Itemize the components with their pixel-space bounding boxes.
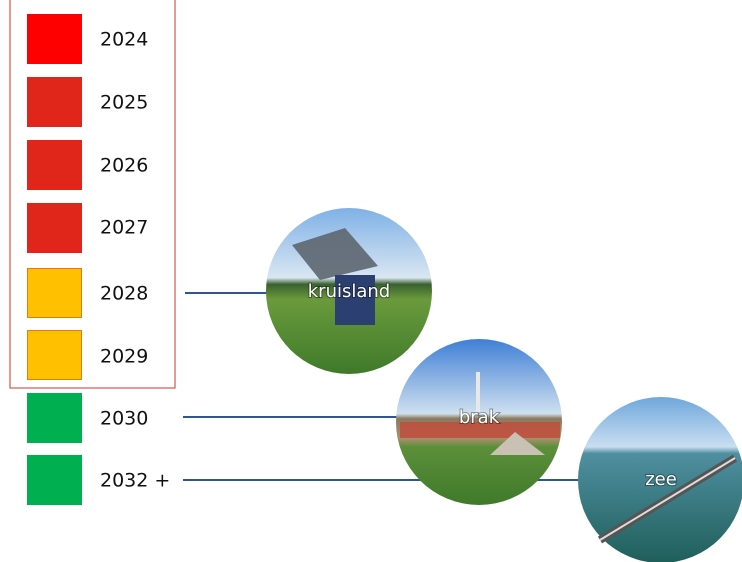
- year-label: 2025: [100, 92, 148, 114]
- year-label: 2029: [100, 346, 148, 368]
- year-swatch: [27, 455, 82, 505]
- year-swatch: [27, 393, 82, 443]
- diagram: 2024 2025 2026 2027 2028 2029 2030 2032 …: [0, 0, 742, 562]
- year-swatch: [27, 203, 82, 253]
- year-label: 2032 +: [100, 470, 170, 492]
- year-swatch: [27, 77, 82, 127]
- year-label: 2026: [100, 155, 148, 177]
- year-swatch: [28, 331, 82, 380]
- year-swatch: [27, 140, 82, 190]
- year-swatch: [28, 269, 82, 318]
- year-label: 2030: [100, 408, 148, 430]
- site-label: zee: [645, 469, 677, 490]
- year-label: 2024: [100, 29, 148, 51]
- site-label: kruisland: [308, 281, 390, 302]
- year-label: 2028: [100, 283, 148, 305]
- year-swatch: [27, 14, 82, 64]
- year-label: 2027: [100, 217, 148, 239]
- site-label: brak: [459, 407, 500, 428]
